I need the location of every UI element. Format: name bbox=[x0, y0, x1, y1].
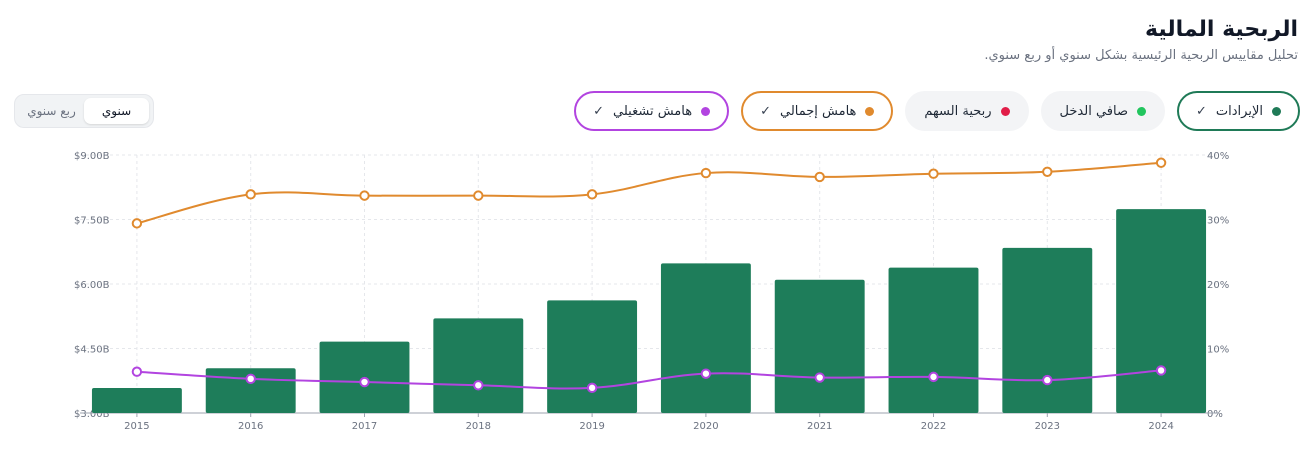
check-icon: ✓ bbox=[593, 103, 605, 119]
bar-revenue-2022 bbox=[888, 267, 979, 413]
x-tick-label: 2023 bbox=[1035, 421, 1060, 432]
gross-margin-color-dot bbox=[865, 106, 875, 116]
eps-color-dot bbox=[1000, 106, 1010, 116]
point-gross-margin-2016 bbox=[245, 189, 256, 200]
toggle-quarterly[interactable]: ربع سنوي bbox=[27, 104, 76, 118]
bar-revenue-2023 bbox=[1002, 247, 1093, 413]
right-tick-label: 20% bbox=[1207, 280, 1229, 291]
line-operating-margin bbox=[136, 369, 1162, 390]
point-gross-margin-2017 bbox=[359, 190, 370, 201]
point-operating-margin-2016 bbox=[245, 373, 256, 385]
point-gross-margin-2022 bbox=[928, 168, 939, 179]
point-operating-margin-2015 bbox=[131, 366, 143, 377]
check-icon: ✓ bbox=[760, 103, 771, 119]
chip-label: ربحية السهم bbox=[924, 103, 992, 119]
bar-revenue-2020 bbox=[660, 263, 751, 413]
chip-eps[interactable]: ربحية السهم bbox=[905, 91, 1029, 131]
x-tick-label: 2019 bbox=[579, 421, 604, 432]
point-operating-margin-2021 bbox=[814, 372, 825, 383]
revenue-color-dot bbox=[1272, 106, 1281, 116]
bar-revenue-2019 bbox=[547, 300, 638, 413]
x-tick-label: 2022 bbox=[921, 421, 946, 432]
toggle-annual[interactable]: سنوي bbox=[84, 98, 149, 124]
point-operating-margin-2022 bbox=[928, 371, 939, 383]
point-gross-margin-2020 bbox=[700, 167, 712, 179]
point-gross-margin-2021 bbox=[814, 171, 825, 183]
point-operating-margin-2018 bbox=[473, 380, 484, 391]
header: الربحية المالية تحليل مقاييس الربحية الر… bbox=[984, 14, 1298, 63]
chip-label: هامش تشغيلي bbox=[613, 103, 693, 119]
point-operating-margin-2017 bbox=[359, 376, 370, 388]
left-tick-label: $3.00B bbox=[74, 409, 110, 420]
x-tick-label: 2021 bbox=[807, 421, 832, 432]
point-gross-margin-2024 bbox=[1155, 157, 1167, 168]
bar-revenue-2015 bbox=[91, 388, 182, 413]
point-gross-margin-2015 bbox=[131, 218, 143, 229]
point-gross-margin-2023 bbox=[1042, 166, 1053, 177]
right-tick-label: 0% bbox=[1207, 409, 1223, 420]
x-tick-label: 2016 bbox=[238, 421, 263, 432]
bar-revenue-2021 bbox=[774, 279, 865, 413]
point-gross-margin-2018 bbox=[473, 190, 484, 201]
x-tick-label: 2020 bbox=[693, 421, 718, 432]
x-tick-label: 2018 bbox=[466, 421, 491, 432]
bar-revenue-2018 bbox=[433, 318, 524, 413]
operating-margin-color-dot bbox=[701, 106, 711, 116]
chip-operating-margin[interactable]: هامش تشغيلي ✓ bbox=[574, 91, 730, 131]
point-gross-margin-2019 bbox=[586, 189, 598, 200]
bar-revenue-2024 bbox=[1116, 209, 1207, 413]
metric-filter-chips: الإيرادات ✓ صافي الدخل ربحية السهم هامش … bbox=[574, 91, 1300, 131]
right-tick-label: 40% bbox=[1207, 151, 1229, 162]
chip-gross-margin[interactable]: هامش إجمالي ✓ bbox=[741, 91, 894, 131]
right-tick-label: 30% bbox=[1207, 216, 1229, 227]
chip-label: صافي الدخل bbox=[1059, 103, 1129, 119]
left-tick-label: $4.50B bbox=[74, 345, 110, 356]
x-tick-label: 2017 bbox=[352, 421, 377, 432]
x-tick-label: 2015 bbox=[124, 421, 149, 432]
x-tick-label: 2024 bbox=[1148, 421, 1173, 432]
right-tick-label: 10% bbox=[1207, 345, 1229, 356]
period-toggle: ربع سنوي سنوي bbox=[14, 94, 154, 128]
page-title: الربحية المالية bbox=[1145, 17, 1298, 42]
point-operating-margin-2023 bbox=[1042, 374, 1053, 386]
chip-revenue[interactable]: الإيرادات ✓ bbox=[1177, 91, 1300, 131]
check-icon: ✓ bbox=[1196, 103, 1207, 119]
left-tick-label: $7.50B bbox=[74, 216, 110, 227]
left-tick-label: $6.00B bbox=[74, 280, 110, 291]
line-gross-margin bbox=[136, 161, 1162, 225]
point-operating-margin-2024 bbox=[1155, 365, 1167, 376]
page-subtitle: تحليل مقاييس الربحية الرئيسية بشكل سنوي … bbox=[984, 48, 1298, 63]
point-operating-margin-2019 bbox=[586, 382, 598, 394]
chip-label: هامش إجمالي bbox=[779, 103, 857, 119]
chip-net-income[interactable]: صافي الدخل bbox=[1040, 91, 1166, 131]
chip-label: الإيرادات bbox=[1215, 103, 1263, 119]
net-income-color-dot bbox=[1137, 106, 1147, 116]
left-tick-label: $9.00B bbox=[74, 151, 110, 162]
point-operating-margin-2020 bbox=[700, 368, 712, 379]
